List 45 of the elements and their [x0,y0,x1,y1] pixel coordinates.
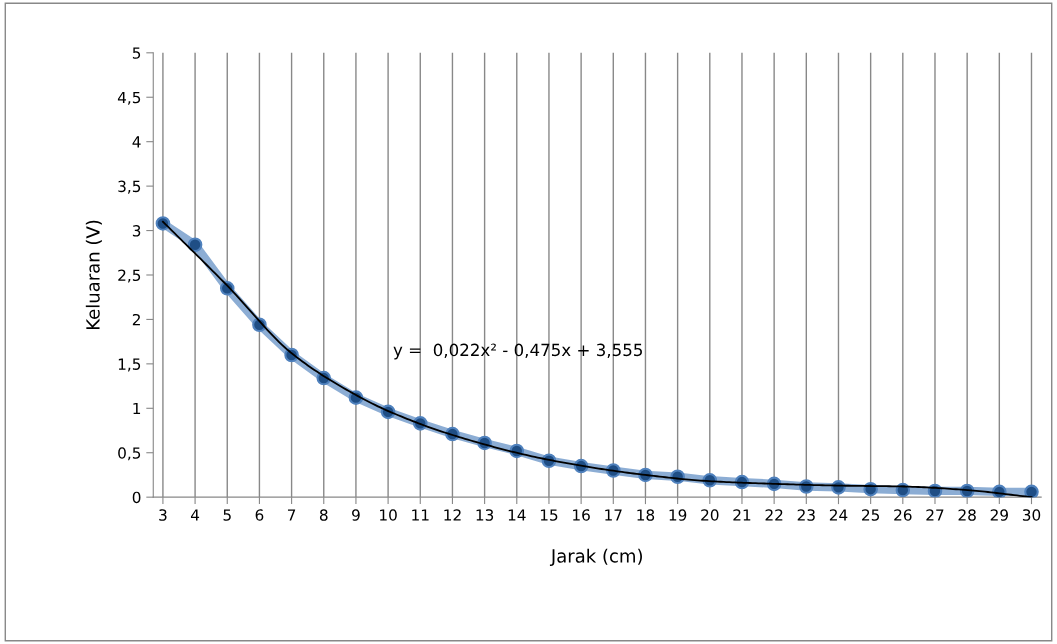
point [1024,484,1039,498]
y-tick-label: 0 [132,491,141,504]
x-tick-label: 24 [829,509,848,521]
x-tick-label: 13 [476,509,494,521]
x-tick-label: 4 [190,509,200,521]
y-tick-label: 2,5 [118,269,141,283]
x-tick-label: 15 [540,509,558,521]
x-tick-label: 5 [223,509,231,521]
x-tick-label: 26 [894,509,912,521]
x-tick-label: 8 [319,509,328,521]
x-tick-label: 3 [159,509,167,521]
x-tick-label: 29 [990,509,1008,521]
point [895,482,911,498]
y-tick-label: 3 [132,225,141,237]
x-tick-label: 22 [765,509,783,521]
annotation: y = 0,022x² - 0,475x + 3,555 [393,343,642,360]
y-tick-label: 1 [133,402,141,415]
y-tick-label: 3,5 [118,180,141,194]
x-tick-label: 7 [287,509,296,521]
y-tick-label: 4,5 [117,91,141,105]
y-axis-title: Keluaran (V) [85,220,102,330]
x-tick-label: 16 [573,509,590,521]
x-axis-title: Jarak (cm) [549,548,642,567]
y-tick-label: 2 [132,313,140,326]
y-tick-label: 5 [132,47,141,59]
x-tick-label: 11 [412,509,429,521]
x-tick-label: 12 [444,509,461,521]
x-tick-label: 10 [380,509,397,521]
x-tick-label: 20 [701,509,719,521]
x-tick-label: 18 [637,509,655,521]
x-tick-label: 25 [862,509,880,521]
y-tick-label: 1,5 [118,358,141,372]
x-tick-label: 27 [926,509,944,521]
x-tick-label: 6 [255,509,264,521]
x-tick-label: 9 [352,509,360,521]
x-tick-label: 21 [733,509,751,521]
x-tick-label: 23 [797,509,815,521]
x-tick-label: 17 [605,509,622,521]
x-tick-label: 14 [508,509,526,521]
y-tick-label: 4 [132,136,141,148]
y-tick-label: 0,5 [118,447,141,461]
x-tick-label: 19 [669,509,687,521]
x-tick-label: 28 [958,509,976,521]
x-tick-label: 30 [1022,509,1041,521]
point [187,237,203,253]
